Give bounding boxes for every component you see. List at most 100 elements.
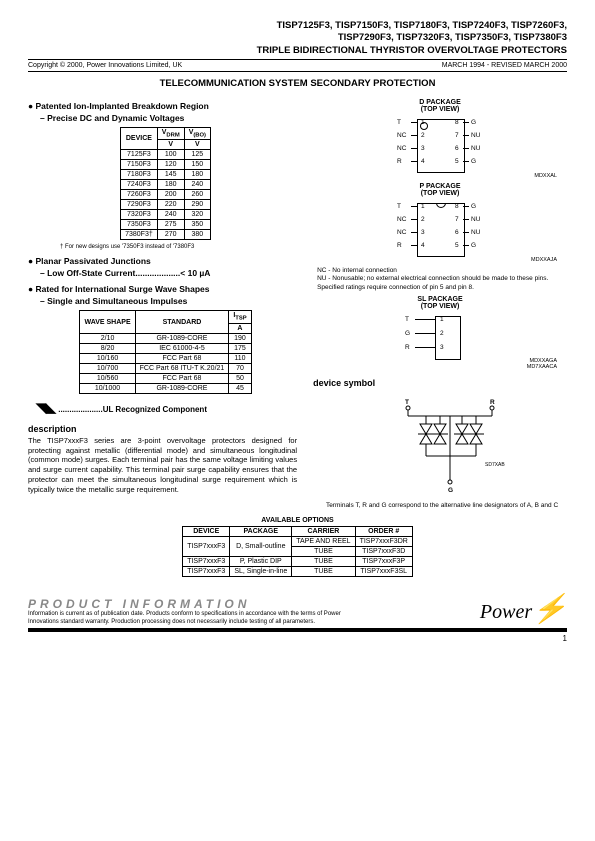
copyright-row: Copyright © 2000, Power Innovations Limi… <box>28 62 567 69</box>
p-pkg-diagram: T18GNC27NUNC36NUR45G <box>385 199 495 255</box>
cell: 45 <box>229 383 251 393</box>
device-table: DEVICE VDRM V(BO) VV 7125F31001257150F31… <box>120 127 211 240</box>
cell: 2/10 <box>80 333 135 343</box>
left-column: Patented Ion-Implanted Breakdown Region … <box>28 95 303 511</box>
cell: TISP7xxxF3D <box>355 546 412 556</box>
package-notes: NC - No internal connection NU - Nonusab… <box>317 267 567 292</box>
cell: TISP7xxxF3P <box>355 556 412 566</box>
ul-text: ....................UL Recognized Compon… <box>58 405 207 414</box>
cell: 7320F3 <box>121 210 158 220</box>
cell: P, Plastic DIP <box>230 556 292 566</box>
cell: 145 <box>157 170 184 180</box>
cell: GR-1089-CORE <box>135 383 229 393</box>
right-column: D PACKAGE(TOP VIEW) T18GNC27NUNC36NUR45G… <box>313 95 567 511</box>
cell: 200 <box>157 190 184 200</box>
cell: TAPE AND REEL <box>292 536 355 546</box>
cell: 240 <box>184 180 210 190</box>
cell: TUBE <box>292 556 355 566</box>
cell: 120 <box>157 160 184 170</box>
table1-note: † For new designs use '7350F3 instead of… <box>60 244 303 250</box>
cell: TUBE <box>292 546 355 556</box>
title-line: TRIPLE BIDIRECTIONAL THYRISTOR OVERVOLTA… <box>28 45 567 57</box>
cell: 190 <box>229 333 251 343</box>
divider <box>28 59 567 60</box>
cell: 125 <box>184 150 210 160</box>
col-package: PACKAGE <box>230 526 292 536</box>
cell: 7260F3 <box>121 190 158 200</box>
p-pkg-title: P PACKAGE(TOP VIEW) <box>313 183 567 197</box>
cell: 320 <box>184 210 210 220</box>
d-pkg-code: MDXXAL <box>313 173 567 179</box>
svg-text:R: R <box>490 399 495 406</box>
d-pkg-diagram: T18GNC27NUNC36NUR45G <box>385 115 495 171</box>
cell: 180 <box>157 180 184 190</box>
col-wave: WAVE SHAPE <box>80 311 135 333</box>
cell: 290 <box>184 200 210 210</box>
cell: FCC Part 68 <box>135 353 229 363</box>
cell: 100 <box>157 150 184 160</box>
cell: 10/1000 <box>80 383 135 393</box>
desc-title: description <box>28 424 303 434</box>
cell: 7350F3 <box>121 220 158 230</box>
main-columns: Patented Ion-Implanted Breakdown Region … <box>28 95 567 511</box>
svg-text:T: T <box>405 399 409 406</box>
ul-line: ◥◣ ....................UL Recognized Com… <box>36 400 303 416</box>
cell: 175 <box>229 343 251 353</box>
section-title: TELECOMMUNICATION SYSTEM SECONDARY PROTE… <box>28 78 567 89</box>
avail-title: AVAILABLE OPTIONS <box>28 517 567 524</box>
col-device: DEVICE <box>121 128 158 150</box>
col-vbo: V(BO) <box>184 128 210 140</box>
cell: 260 <box>184 190 210 200</box>
nc-note: NC - No internal connection <box>317 267 567 275</box>
cell: 7240F3 <box>121 180 158 190</box>
col-itsp: ITSP <box>229 311 251 323</box>
cell: 8/20 <box>80 343 135 353</box>
svg-text:G: G <box>448 487 453 494</box>
cell: 275 <box>157 220 184 230</box>
footer-text: Information is current as of publication… <box>28 611 348 625</box>
bullet-3-sub: – Single and Simultaneous Impulses <box>40 296 303 306</box>
cell: 240 <box>157 210 184 220</box>
spec-note: Specified ratings require connection of … <box>317 284 567 292</box>
header-title: TISP7125F3, TISP7150F3, TISP7180F3, TISP… <box>28 20 567 57</box>
cell: 350 <box>184 220 210 230</box>
unit: A <box>229 323 251 333</box>
cell: 70 <box>229 363 251 373</box>
bullet-3: Rated for International Surge Wave Shape… <box>28 284 303 294</box>
cell: IEC 61000-4-5 <box>135 343 229 353</box>
page-number: 1 <box>28 634 567 643</box>
cell: 110 <box>229 353 251 363</box>
cell: TISP7xxxF3 <box>183 566 230 576</box>
sl-pkg-diagram: T1G2R3 <box>385 312 495 356</box>
cell: TUBE <box>292 566 355 576</box>
device-symbol: T R G <box>390 394 490 496</box>
revision-date: MARCH 1994 - REVISED MARCH 2000 <box>442 62 567 69</box>
cell: 180 <box>184 170 210 180</box>
cell: 50 <box>229 373 251 383</box>
p-pkg-code: MDXXAJA <box>313 257 567 263</box>
unit: V <box>157 140 184 150</box>
footer-title: PRODUCT INFORMATION <box>28 597 348 611</box>
footer: PRODUCT INFORMATION Information is curre… <box>28 592 567 643</box>
sl-pkg-title: SL PACKAGE(TOP VIEW) <box>313 296 567 310</box>
bullet-1: Patented Ion-Implanted Breakdown Region <box>28 101 303 111</box>
cell: SL, Single-in-line <box>230 566 292 576</box>
device-symbol-title: device symbol <box>313 378 567 388</box>
d-pkg-title: D PACKAGE(TOP VIEW) <box>313 99 567 113</box>
ul-icon: ◥◣ <box>36 400 56 415</box>
bullet-2: Planar Passivated Junctions <box>28 256 303 266</box>
symbol-note: Terminals T, R and G correspond to the a… <box>317 502 567 510</box>
cell: D, Small-outline <box>230 536 292 556</box>
cell: GR-1089-CORE <box>135 333 229 343</box>
options-table: DEVICE PACKAGE CARRIER ORDER # TISP7xxxF… <box>182 526 413 577</box>
power-logo: Power⚡ <box>480 592 567 626</box>
cell: 10/560 <box>80 373 135 383</box>
cell: 220 <box>157 200 184 210</box>
cell: 7125F3 <box>121 150 158 160</box>
cell: 10/700 <box>80 363 135 373</box>
cell: FCC Part 68 <box>135 373 229 383</box>
cell: FCC Part 68 ITU-T K.20/21 <box>135 363 229 373</box>
divider <box>28 71 567 72</box>
cell: 7180F3 <box>121 170 158 180</box>
desc-text: The TISP7xxxF3 series are 3-point overvo… <box>28 436 303 495</box>
